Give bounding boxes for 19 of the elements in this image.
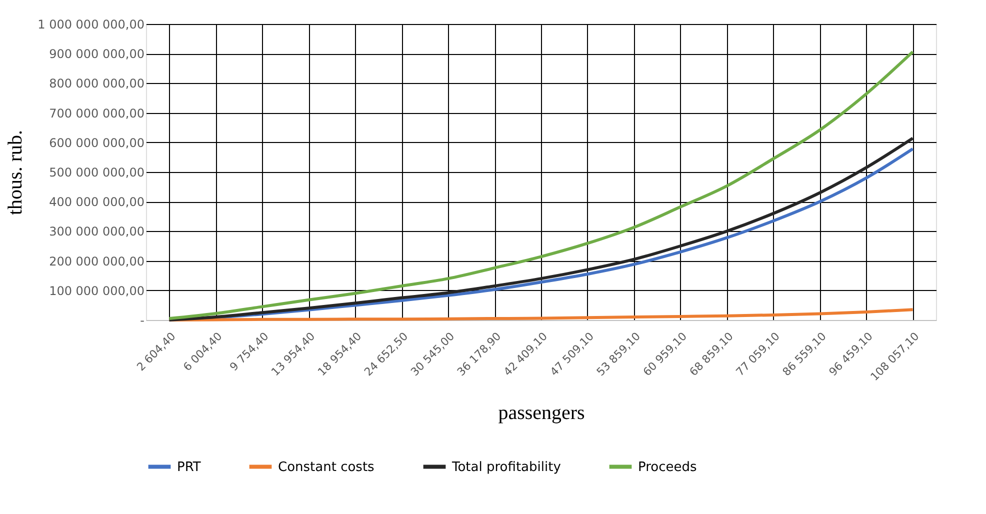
line-series: [168, 308, 914, 322]
y-tick-label: 1 000 000 000,00: [38, 18, 144, 32]
x-axis-title: passengers: [498, 402, 586, 424]
y-tick-label: -: [140, 314, 144, 328]
legend-label: Proceeds: [638, 460, 698, 475]
y-tick-label: 500 000 000,00: [49, 166, 144, 180]
legend-label: PRT: [177, 460, 201, 475]
y-tick-label: 900 000 000,00: [49, 47, 144, 62]
legend-label: Total profitability: [451, 460, 562, 475]
y-tick-label: 200 000 000,00: [49, 254, 144, 268]
y-tick-label: 400 000 000,00: [49, 195, 144, 210]
y-tick-label: 300 000 000,00: [49, 224, 144, 239]
y-tick-label: 600 000 000,00: [49, 136, 144, 150]
y-tick-label: 100 000 000,00: [49, 284, 144, 298]
y-tick-label: 800 000 000,00: [49, 76, 144, 91]
line-series: [168, 50, 914, 320]
y-axis-title: thous. rub.: [4, 130, 27, 215]
y-tick-label: 700 000 000,00: [49, 106, 144, 120]
legend-label: Constant costs: [278, 460, 375, 475]
